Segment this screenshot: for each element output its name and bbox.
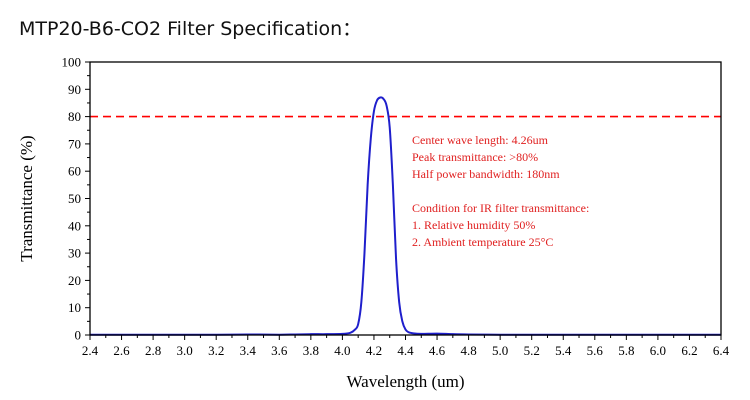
x-tick-label: 4.8 bbox=[460, 343, 476, 358]
annotation-line: Half power bandwidth: 180nm bbox=[412, 167, 560, 181]
annotation-line: Condition for IR filter transmittance: bbox=[412, 201, 589, 215]
x-tick-label: 3.0 bbox=[177, 343, 193, 358]
x-axis-ticks: 2.4 2.6 2.8 3.0 3.2 3.4 3.6 3.8 4.0 4.2 4.4 4.6 4.8 5… bbox=[82, 335, 730, 358]
x-tick-label: 2.8 bbox=[145, 343, 161, 358]
annotation-block: Center wave length: 4.26um Peak transmitt… bbox=[412, 133, 589, 249]
y-tick-label: 80 bbox=[68, 109, 81, 124]
x-tick-label: 6.2 bbox=[681, 343, 697, 358]
x-axis-title: Wavelength (um) bbox=[346, 372, 464, 391]
y-tick-label: 60 bbox=[68, 164, 81, 179]
y-tick-label: 70 bbox=[68, 136, 81, 151]
series-layer bbox=[90, 96, 721, 336]
y-tick-label: 30 bbox=[68, 246, 81, 261]
x-tick-label: 5.8 bbox=[618, 343, 634, 358]
y-tick-label: 0 bbox=[75, 328, 82, 343]
y-tick-label: 40 bbox=[68, 218, 81, 233]
x-tick-label: 5.2 bbox=[524, 343, 540, 358]
annotation-line: 2. Ambient temperature 25°C bbox=[412, 235, 553, 249]
x-tick-label: 3.2 bbox=[208, 343, 224, 358]
annotation-line: Center wave length: 4.26um bbox=[412, 133, 549, 147]
x-tick-label: 2.4 bbox=[82, 343, 99, 358]
x-tick-label: 4.4 bbox=[397, 343, 414, 358]
x-tick-label: 3.4 bbox=[240, 343, 257, 358]
x-tick-label: 5.4 bbox=[555, 343, 572, 358]
x-tick-label: 4.6 bbox=[429, 343, 446, 358]
x-tick-label: 3.6 bbox=[271, 343, 288, 358]
y-tick-label: 100 bbox=[62, 55, 82, 70]
annotation-line: 1. Relative humidity 50% bbox=[412, 218, 535, 232]
plot-frame bbox=[89, 61, 722, 336]
x-tick-label: 4.2 bbox=[366, 343, 382, 358]
x-tick-label: 6.0 bbox=[650, 343, 666, 358]
x-tick-label: 3.8 bbox=[303, 343, 319, 358]
y-tick-label: 20 bbox=[68, 273, 81, 288]
y-tick-label: 90 bbox=[68, 82, 81, 97]
page-title: MTP20-B6-CO2 Filter Specification： bbox=[19, 18, 362, 40]
x-tick-label: 5.6 bbox=[587, 343, 604, 358]
y-axis-title: Transmittance (%) bbox=[17, 135, 36, 261]
x-tick-label: 6.4 bbox=[713, 343, 730, 358]
x-tick-label: 5.0 bbox=[492, 343, 508, 358]
annotation-line: Peak transmittance: >80% bbox=[412, 150, 538, 164]
y-tick-label: 10 bbox=[68, 300, 81, 315]
x-tick-label: 4.0 bbox=[334, 343, 350, 358]
y-axis-ticks: 0 10 20 30 40 50 60 70 80 90 100 bbox=[62, 55, 90, 343]
x-tick-label: 2.6 bbox=[113, 343, 130, 358]
transmittance-curve bbox=[90, 96, 721, 336]
y-tick-label: 50 bbox=[68, 191, 81, 206]
